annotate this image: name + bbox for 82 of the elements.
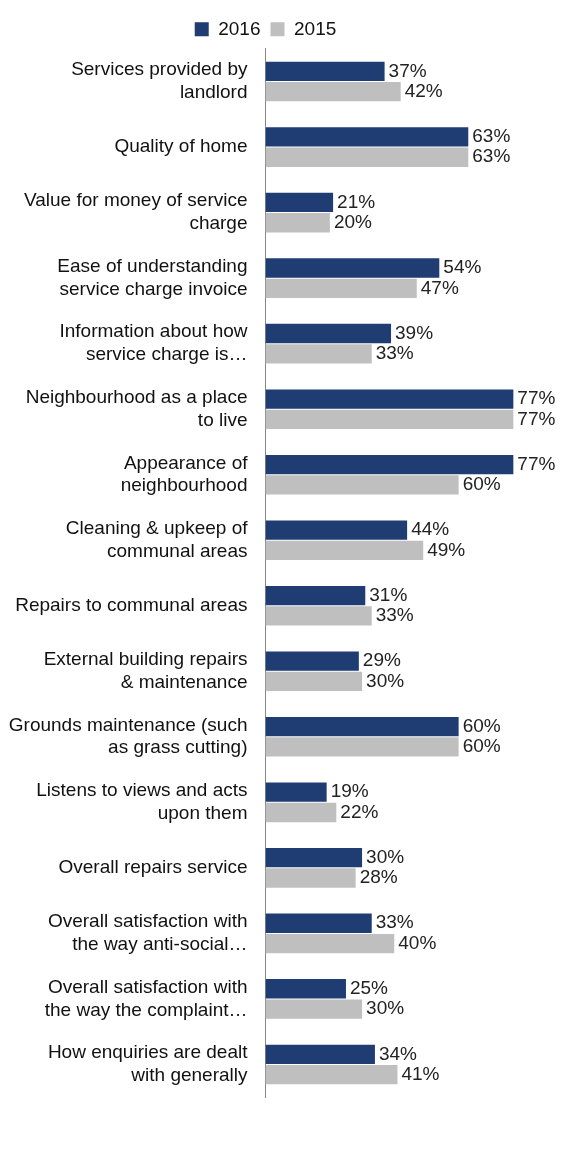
data-label: 37% [388, 59, 427, 81]
bar [265, 782, 327, 802]
bar [265, 717, 459, 737]
bar [265, 344, 372, 364]
bar [265, 409, 514, 429]
data-label: 77% [517, 407, 556, 429]
y-tick-label: Appearance of neighbourhood [120, 451, 249, 496]
bar [265, 933, 395, 954]
data-label: 41% [401, 1062, 440, 1084]
bar [265, 540, 424, 561]
data-label: 49% [427, 538, 466, 560]
bar [265, 651, 359, 671]
data-label: 39% [395, 321, 434, 343]
bar [265, 82, 401, 102]
data-label: 42% [404, 79, 443, 101]
bar [265, 258, 440, 278]
y-tick-label: Cleaning & upkeep of communal areas [65, 517, 249, 561]
legend-label: 2015 [294, 17, 337, 39]
bar [265, 213, 330, 233]
y-tick-label: Value for money of service charge [23, 189, 248, 234]
bar [265, 389, 514, 409]
data-label: 20% [333, 211, 373, 232]
data-label: 44% [411, 518, 450, 540]
data-label: 22% [340, 800, 379, 822]
bar [265, 737, 459, 757]
data-label: 29% [362, 649, 401, 671]
bar [265, 1044, 375, 1064]
bar [265, 585, 366, 606]
bar [265, 61, 385, 82]
data-label: 30% [366, 669, 405, 691]
y-tick-label: How enquiries are dealt with generally [47, 1041, 249, 1086]
data-label: 25% [349, 976, 389, 998]
bar [265, 323, 392, 344]
bar [265, 192, 334, 213]
y-tick-label: Repairs to communal areas [15, 594, 248, 615]
y-tick-label: Grounds maintenance (such as grass cutting) [8, 713, 248, 758]
bar [265, 520, 408, 540]
y-tick-label: Overall satisfaction with the way the complaint… [44, 975, 248, 1020]
data-label: 47% [420, 276, 459, 298]
y-tick-label: Neighbourhood as a place to live [25, 386, 248, 430]
bar [265, 475, 459, 495]
y-tick-label: Overall repairs service [58, 856, 248, 878]
data-label: 33% [375, 604, 414, 626]
y-tick-label: Quality of home [114, 135, 248, 157]
data-label: 30% [366, 845, 405, 867]
bar [265, 454, 514, 475]
data-label: 33% [375, 342, 414, 364]
y-tick-label: Services provided by landlord [71, 58, 248, 103]
bar [265, 671, 363, 692]
bar [265, 278, 417, 298]
y-tick-label: External building repairs & maintenance [43, 648, 248, 692]
data-label: 34% [378, 1042, 418, 1064]
bar [265, 868, 356, 888]
data-label: 40% [398, 931, 437, 953]
legend-label: 2016 [218, 17, 261, 39]
bar [265, 913, 372, 933]
y-tick-label: Ease of understanding service charge invoice [57, 254, 248, 299]
data-label: 60% [462, 473, 501, 495]
bar [265, 848, 363, 868]
bar [265, 979, 346, 999]
data-label: 77% [517, 387, 556, 409]
data-label: 33% [375, 911, 414, 933]
y-tick-label: Overall satisfaction with the way anti-social… [47, 910, 248, 955]
data-label: 21% [337, 190, 376, 212]
y-tick-label: Information about how service charge is… [59, 320, 248, 365]
data-label: 60% [462, 714, 501, 736]
data-label: 30% [366, 997, 405, 1019]
data-label: 63% [472, 125, 511, 147]
data-label: 60% [462, 735, 501, 757]
data-label: 31% [369, 583, 408, 605]
bar [265, 127, 469, 147]
data-label: 77% [517, 452, 556, 474]
bar [265, 802, 337, 823]
data-label: 19% [330, 780, 369, 802]
y-tick-label: Listens to views and acts upon them [36, 779, 248, 823]
data-label: 63% [472, 145, 511, 167]
data-label: 28% [359, 866, 398, 888]
bar [265, 147, 469, 167]
data-label: 54% [443, 256, 482, 278]
bar [265, 606, 372, 626]
bar [265, 999, 363, 1019]
bar [265, 1064, 398, 1085]
